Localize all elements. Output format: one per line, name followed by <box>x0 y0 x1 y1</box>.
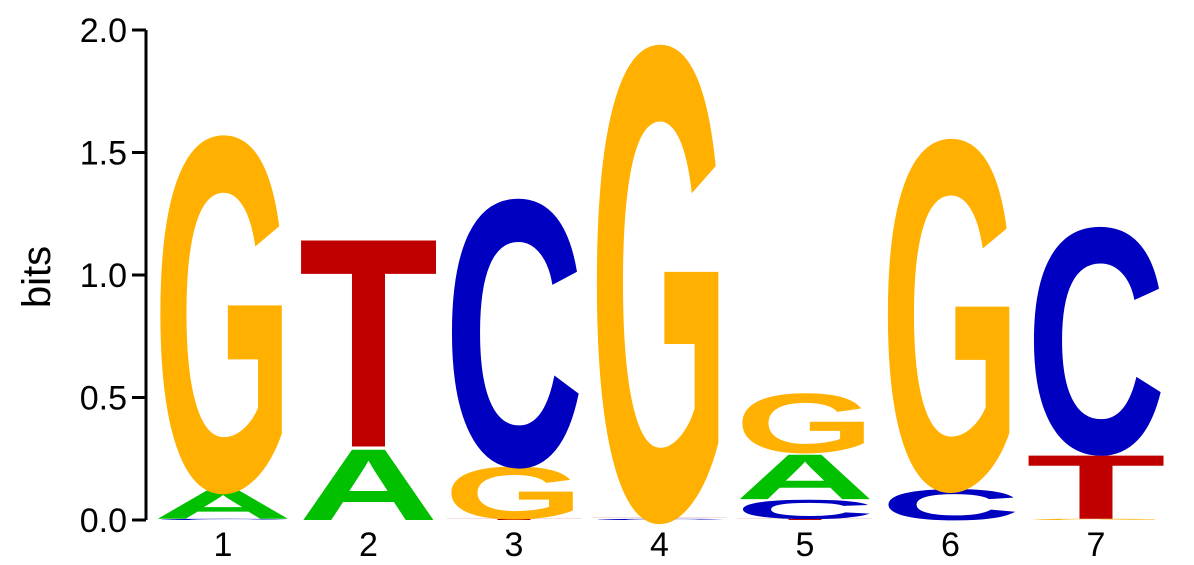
x-tick-label: 7 <box>1087 526 1106 564</box>
logo-letter-c: C <box>590 518 730 520</box>
logo-letter-t: T <box>444 518 584 520</box>
y-tick-label: 0.5 <box>80 380 127 418</box>
y-tick-label: 0.0 <box>80 502 127 540</box>
logo-letter-t: T <box>299 176 439 511</box>
x-axis-ticks: 1 2 3 4 5 6 7 <box>214 526 1106 564</box>
x-tick-label: 6 <box>941 526 960 564</box>
x-tick-label: 5 <box>796 526 815 564</box>
x-tick-label: 2 <box>359 526 378 564</box>
logo-letter-c: C <box>1026 162 1166 522</box>
y-tick-label: 1.0 <box>80 257 127 295</box>
logo-letter-g: G <box>444 451 584 535</box>
x-tick-label: 3 <box>505 526 524 564</box>
logo-letter-c: C <box>735 494 875 524</box>
y-axis: 0.0 0.5 1.0 1.5 2.0 <box>80 12 148 540</box>
logo-letter-t: T <box>590 517 730 519</box>
logo-letter-g: G <box>881 36 1021 565</box>
logo-letter-g: G <box>1026 518 1166 520</box>
y-tick-label: 1.5 <box>80 135 127 173</box>
y-tick-label: 2.0 <box>80 12 127 50</box>
y-axis-label: bits <box>15 246 59 308</box>
logo-letter-t: T <box>1026 436 1166 539</box>
logo-letter-t: T <box>735 518 875 520</box>
logo-letter-c: C <box>444 121 584 547</box>
logo-letter-g: G <box>590 0 730 565</box>
logo-letter-g: G <box>153 31 293 565</box>
logo-letter-g: G <box>735 376 875 471</box>
logo-letter-c: C <box>153 518 293 520</box>
x-tick-label: 4 <box>650 526 669 564</box>
logo-letter-a: A <box>735 441 875 513</box>
logo-letter-a: A <box>299 428 439 542</box>
x-tick-label: 1 <box>214 526 233 564</box>
logo-letter-c: C <box>881 480 1021 529</box>
logo-letter-a: A <box>153 482 293 528</box>
